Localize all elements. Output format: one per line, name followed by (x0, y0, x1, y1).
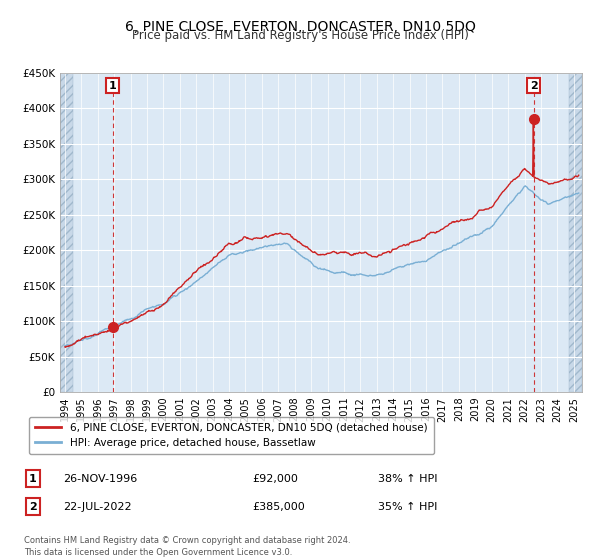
Bar (569, 73, 582, 392)
Text: 35% ↑ HPI: 35% ↑ HPI (378, 502, 437, 512)
Text: £385,000: £385,000 (252, 502, 305, 512)
Legend: 6, PINE CLOSE, EVERTON, DONCASTER, DN10 5DQ (detached house), HPI: Average price: 6, PINE CLOSE, EVERTON, DONCASTER, DN10 … (29, 417, 434, 454)
Text: Price paid vs. HM Land Registry's House Price Index (HPI): Price paid vs. HM Land Registry's House … (131, 29, 469, 42)
Text: Contains HM Land Registry data © Crown copyright and database right 2024.
This d: Contains HM Land Registry data © Crown c… (24, 536, 350, 557)
Text: 2: 2 (530, 81, 538, 91)
Text: 38% ↑ HPI: 38% ↑ HPI (378, 474, 437, 484)
Text: 1: 1 (109, 81, 116, 91)
Text: 22-JUL-2022: 22-JUL-2022 (63, 502, 131, 512)
Text: £92,000: £92,000 (252, 474, 298, 484)
Text: 6, PINE CLOSE, EVERTON, DONCASTER, DN10 5DQ: 6, PINE CLOSE, EVERTON, DONCASTER, DN10 … (125, 20, 475, 34)
Text: 2: 2 (29, 502, 37, 512)
Bar (60, 73, 73, 392)
Text: 26-NOV-1996: 26-NOV-1996 (63, 474, 137, 484)
Text: 1: 1 (29, 474, 37, 484)
